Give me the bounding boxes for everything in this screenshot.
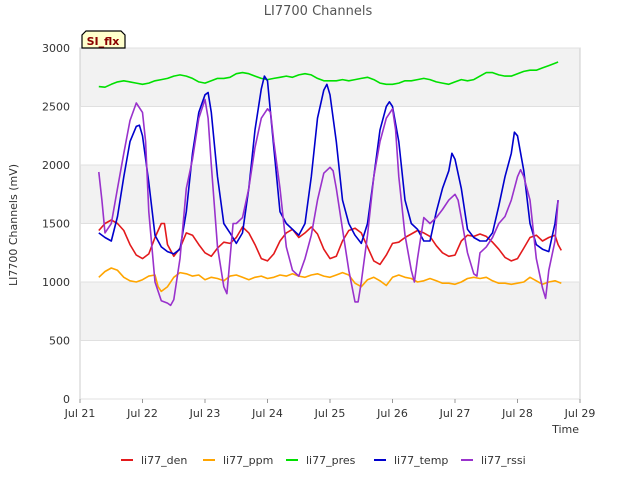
series-line-li77-temp: [98, 75, 559, 255]
x-tick-label: Jul 22: [126, 407, 158, 420]
legend: li77_den li77_ppm li77_pres li77_temp li77_r…: [121, 454, 526, 467]
site-badge: SI_flx: [81, 30, 126, 49]
series-line-li77-pres: [98, 61, 559, 88]
legend-item-li77-den[interactable]: li77_den: [121, 454, 187, 467]
x-tick-label: Jul 29: [564, 407, 596, 420]
x-tick-label: Jul 25: [314, 407, 346, 420]
y-axis-label: LI7700 Channels (mV): [7, 164, 20, 286]
x-tick-label: Jul 26: [376, 407, 408, 420]
y-tick-label: 0: [63, 393, 70, 406]
series-line-li77-rssi: [98, 98, 559, 307]
x-tick-label: Jul 27: [439, 407, 471, 420]
x-axis: Jul 21 Jul 22 Jul 23 Jul 24 Jul 25 Jul 26 Jul …: [64, 399, 596, 420]
legend-item-li77-ppm[interactable]: li77_ppm: [203, 454, 273, 467]
y-tick-label: 2500: [42, 101, 70, 114]
chart-title: LI7700 Channels: [264, 4, 373, 19]
legend-label: li77_ppm: [223, 454, 273, 467]
plot-band: [80, 282, 580, 341]
legend-item-li77-temp[interactable]: li77_temp: [374, 454, 448, 467]
legend-label: li77_pres: [306, 454, 356, 467]
legend-label: li77_rssi: [481, 454, 526, 467]
x-tick-label: Jul 24: [251, 407, 283, 420]
legend-label: li77_temp: [394, 454, 448, 467]
site-badge-label: SI_flx: [87, 35, 120, 48]
series-line-li77-den: [98, 219, 563, 266]
plot-bands: [80, 48, 580, 341]
y-tick-label: 1000: [42, 276, 70, 289]
series-lines: [98, 61, 563, 307]
x-tick-label: Jul 28: [501, 407, 533, 420]
y-tick-label: 1500: [42, 218, 70, 231]
y-tick-label: 2000: [42, 159, 70, 172]
y-tick-label: 3000: [42, 42, 70, 55]
series-line-li77-ppm: [98, 267, 562, 293]
y-axis: 0 500 1000 1500 2000 2500 3000: [42, 42, 70, 406]
legend-item-li77-pres[interactable]: li77_pres: [286, 454, 356, 467]
y-tick-label: 500: [49, 335, 70, 348]
x-axis-label: Time: [551, 423, 579, 436]
x-tick-label: Jul 21: [64, 407, 96, 420]
legend-label: li77_den: [141, 454, 187, 467]
x-tick-label: Jul 23: [189, 407, 221, 420]
legend-item-li77-rssi[interactable]: li77_rssi: [461, 454, 526, 467]
